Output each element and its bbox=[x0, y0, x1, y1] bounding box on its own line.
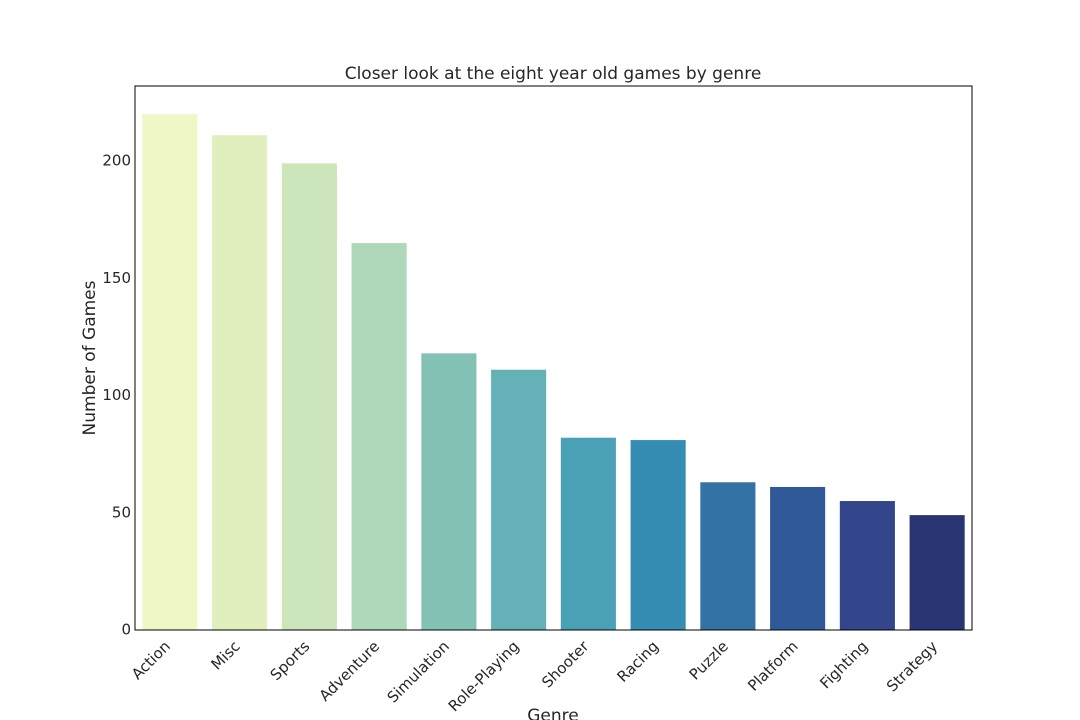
x-tick-label: Fighting bbox=[816, 637, 871, 692]
bar bbox=[212, 135, 268, 630]
x-axis-label: Genre bbox=[527, 706, 578, 720]
bar bbox=[770, 486, 826, 630]
bar bbox=[142, 114, 198, 630]
y-tick-label: 100 bbox=[102, 386, 131, 404]
bar bbox=[351, 243, 407, 630]
x-tick-label: Shooter bbox=[538, 637, 593, 692]
x-tick-label: Puzzle bbox=[686, 637, 732, 683]
x-tick-label: Misc bbox=[207, 637, 243, 673]
y-tick-label: 50 bbox=[112, 503, 131, 521]
y-axis-label: Number of Games bbox=[80, 280, 100, 435]
x-tick-label: Simulation bbox=[384, 637, 453, 706]
bar bbox=[630, 440, 686, 630]
bar bbox=[281, 163, 337, 630]
x-tick-label: Role-Playing bbox=[445, 637, 523, 715]
bar bbox=[421, 353, 477, 630]
x-tick-label: Action bbox=[128, 637, 174, 683]
y-tick-label: 0 bbox=[121, 621, 131, 639]
x-tick-label: Platform bbox=[744, 637, 801, 694]
x-tick-label: Racing bbox=[614, 637, 663, 686]
x-tick-label: Adventure bbox=[316, 637, 384, 705]
y-tick-label: 200 bbox=[102, 152, 131, 170]
chart-title: Closer look at the eight year old games … bbox=[345, 64, 762, 84]
bar bbox=[491, 369, 547, 630]
x-tick-label: Strategy bbox=[883, 637, 941, 695]
bar bbox=[700, 482, 756, 630]
bar bbox=[909, 515, 965, 630]
bar bbox=[839, 501, 895, 630]
y-tick-label: 150 bbox=[102, 269, 131, 287]
x-tick-label: Sports bbox=[267, 637, 314, 684]
bar bbox=[560, 437, 616, 630]
plot-frame bbox=[134, 85, 973, 631]
